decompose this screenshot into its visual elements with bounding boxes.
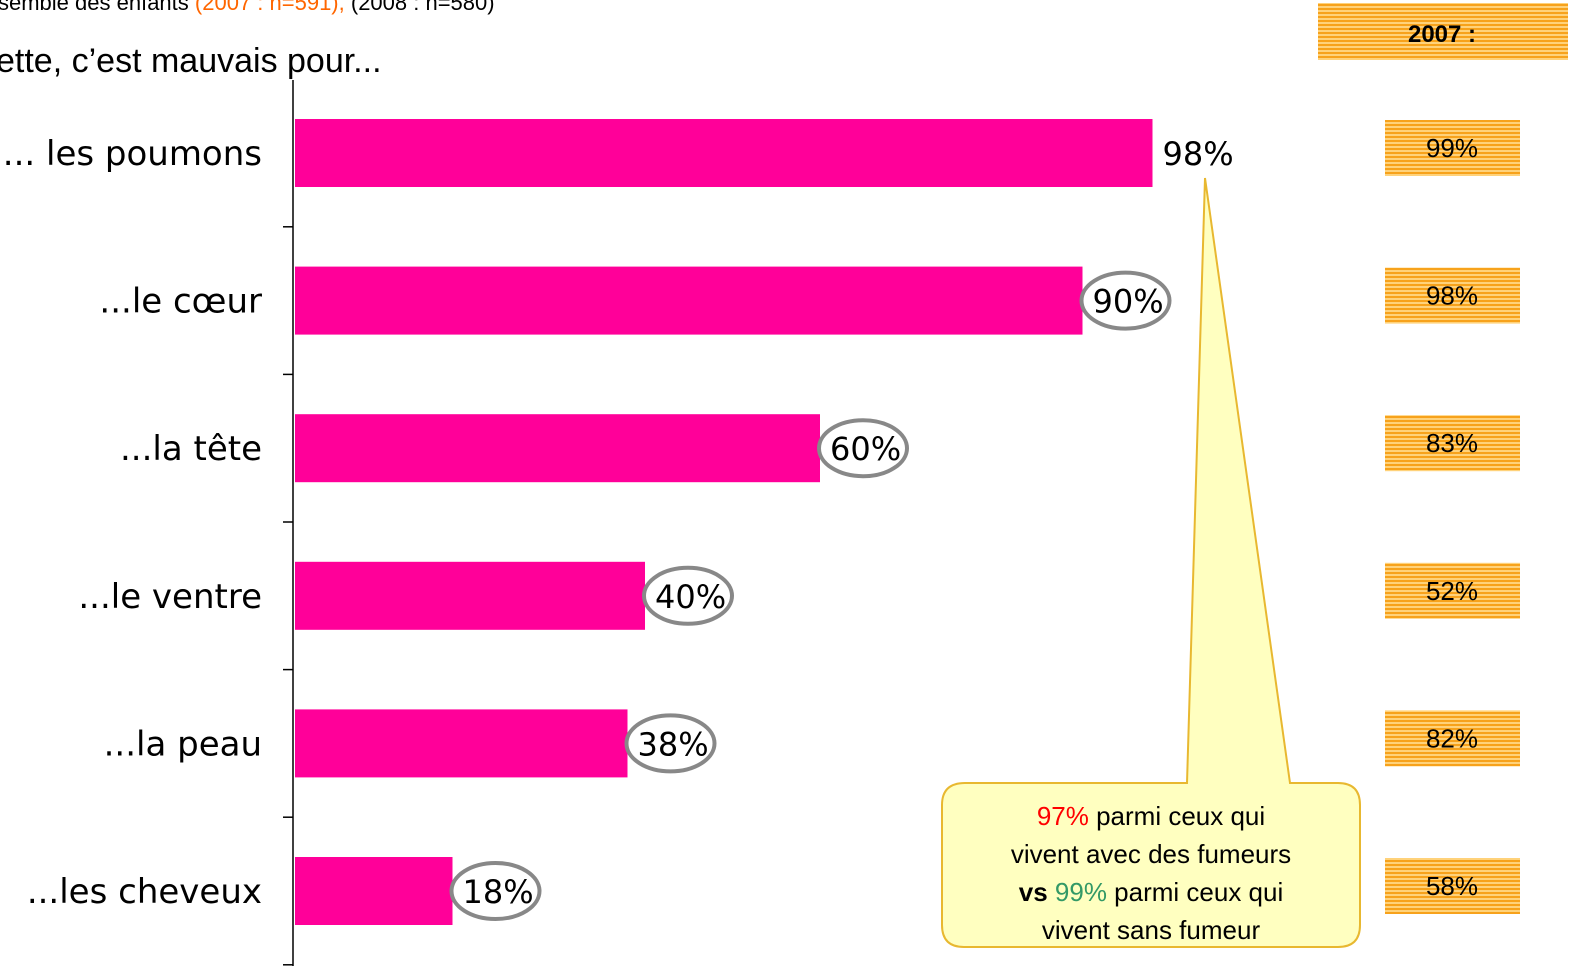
comparison-label: 83%: [1426, 428, 1478, 458]
bar: [295, 414, 820, 483]
callout-part: vivent avec des fumeurs: [1011, 839, 1291, 869]
callout-part: 97%: [1037, 801, 1089, 831]
highlight-circle: [449, 861, 542, 921]
comparison-header-box: [1318, 3, 1568, 60]
highlight-circle: [817, 418, 909, 479]
comparison-box: [1385, 120, 1520, 176]
callout-line: vs 99% parmi ceux qui: [1019, 877, 1284, 907]
header-part: (2007 : n=591),: [195, 0, 345, 15]
bar: [295, 709, 628, 778]
category-label: ... les poumons: [3, 134, 262, 174]
callout-line: vivent avec des fumeurs: [1011, 839, 1291, 869]
highlight-circle: [1079, 270, 1172, 331]
comparison-box: [1385, 562, 1520, 619]
value-label: 38%: [638, 725, 709, 763]
value-label: 90%: [1093, 283, 1164, 321]
header-part: (2008 : n=580): [345, 0, 495, 15]
callout: 97% parmi ceux qui vivent avec des fumeur…: [1011, 801, 1291, 945]
category-label: ...la tête: [120, 429, 262, 469]
bar: [295, 266, 1083, 335]
value-label: 40%: [655, 578, 726, 616]
header: semble des enfants (2007 : n=591), (2008…: [0, 0, 495, 15]
category-label: ...le ventre: [78, 577, 262, 617]
comparison-box: [1385, 415, 1520, 472]
callout-line: vivent sans fumeur: [1042, 915, 1261, 945]
comparison-label: 58%: [1426, 871, 1478, 901]
comparison-box: [1385, 710, 1520, 767]
highlight-circle: [624, 713, 717, 774]
bar: [295, 119, 1153, 187]
comparison-label: 52%: [1426, 576, 1478, 606]
comparison-box: [1385, 267, 1520, 324]
comparison-label: 98%: [1426, 281, 1478, 311]
header-part: semble des enfants: [0, 0, 195, 15]
category-label: ...la peau: [104, 724, 262, 764]
callout-part: 99%: [1048, 877, 1107, 907]
callout-part: vs: [1019, 877, 1048, 907]
bar: [295, 561, 645, 630]
comparison-box: [1385, 858, 1520, 914]
category-label: ...les cheveux: [27, 872, 262, 912]
callout-part: parmi ceux qui: [1089, 801, 1265, 831]
highlight-circle: [642, 565, 734, 626]
category-label: ...le cœur: [99, 282, 262, 322]
value-label: 18%: [463, 873, 534, 911]
value-label: 98%: [1163, 135, 1234, 173]
subtitle: ette, c’est mauvais pour...: [0, 42, 382, 80]
callout-line: 97% parmi ceux qui: [1037, 801, 1265, 831]
comparison-label: 82%: [1426, 723, 1478, 753]
callout-part: vivent sans fumeur: [1042, 915, 1261, 945]
comparison-title: 2007 :: [1408, 21, 1476, 48]
value-label: 60%: [830, 430, 901, 468]
comparison-label: 99%: [1426, 133, 1478, 163]
callout-box: [941, 177, 1361, 948]
callout-part: parmi ceux qui: [1107, 877, 1283, 907]
bar: [295, 857, 453, 925]
